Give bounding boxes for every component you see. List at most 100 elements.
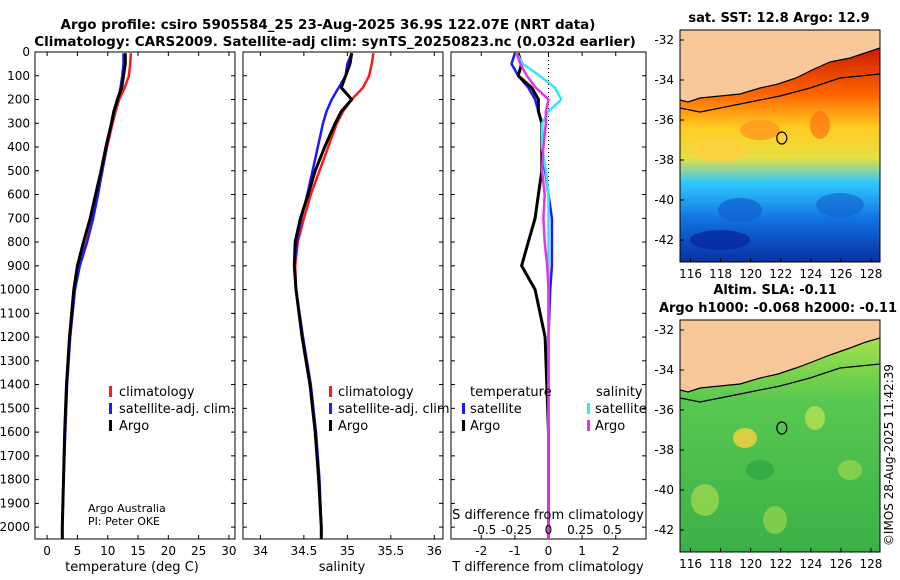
depth-tick-label: 1400 <box>0 378 30 392</box>
depth-tick-label: 1100 <box>0 306 30 320</box>
lon-tick-label: 128 <box>860 267 883 281</box>
legend-argo-swatch <box>109 420 112 431</box>
salinity-panel: 34 34.5 35 35.5 36 salinity climatology sate… <box>242 51 454 575</box>
legend-temp-argo-swatch <box>462 420 465 431</box>
temperature-x-label: temperature (deg C) <box>65 560 199 575</box>
legend-satellite-label: satellite-adj. clim. <box>119 402 235 417</box>
lat-tick-label: -32 <box>654 323 674 337</box>
sst-map-frame <box>679 29 881 263</box>
sla-positive-anomaly <box>733 428 757 448</box>
difference-panel: -2 -1 0 1 2 S difference from climatology -0… <box>450 51 647 575</box>
sst-warm-eddy <box>810 111 830 139</box>
s-difference-tick-label: 0.5 <box>603 523 622 537</box>
sst-cold-patch <box>690 230 750 250</box>
salinity-x-label: salinity <box>319 560 366 575</box>
sst-map-title: sat. SST: 12.8 Argo: 12.9 <box>688 11 869 26</box>
legend-temperature-heading: temperature <box>470 385 552 400</box>
lon-tick-label: 128 <box>860 557 883 571</box>
legend-salinity-heading: salinity <box>596 385 643 400</box>
lon-tick-label: 124 <box>799 557 822 571</box>
temperature-axes-frame <box>34 51 236 540</box>
salinity-legend: climatology satellite-adj. clim. Argo <box>329 385 454 434</box>
x-tick-label: 34.5 <box>291 544 318 558</box>
x-tick-label: 20 <box>161 544 176 558</box>
depth-tick-label: 600 <box>7 188 30 202</box>
series-line-argo <box>60 53 127 539</box>
depth-tick-label: 900 <box>7 259 30 273</box>
lon-tick-label: 116 <box>679 267 702 281</box>
series-line-argo <box>292 52 354 539</box>
lat-tick-label: -42 <box>654 523 674 537</box>
x-tick-label: -2 <box>475 544 487 558</box>
lon-tick-label: 122 <box>769 267 792 281</box>
depth-tick-label: 1800 <box>0 473 30 487</box>
imos-credit: ©IMOS 28-Aug-2025 11:42:39 <box>882 364 896 546</box>
depth-tick-label: 200 <box>7 93 30 107</box>
temperature-panel: 0100200300400500600700800900100011001200… <box>0 45 237 575</box>
x-tick-label: 10 <box>100 544 115 558</box>
sla-positive-anomaly <box>763 506 787 534</box>
lat-tick-label: -38 <box>654 153 674 167</box>
sla-coastline <box>680 337 880 393</box>
depth-tick-label: 1500 <box>0 401 30 415</box>
depth-tick-label: 800 <box>7 235 30 249</box>
legend-temp-satellite-label: satellite <box>470 402 522 417</box>
lon-tick-label: 124 <box>799 267 822 281</box>
legend-climatology-label: climatology <box>119 385 195 400</box>
lat-tick-label: -42 <box>654 233 674 247</box>
depth-tick-label: 500 <box>7 164 30 178</box>
legend-argo-label: Argo <box>119 419 149 434</box>
depth-tick-label: 1000 <box>0 283 30 297</box>
sla-positive-anomaly <box>838 460 862 480</box>
depth-tick-label: 100 <box>7 69 30 83</box>
x-tick-label: 25 <box>191 544 206 558</box>
legend-argo-swatch <box>329 420 332 431</box>
s-difference-tick-label: -0.5 <box>473 523 496 537</box>
lat-tick-label: -34 <box>654 363 674 377</box>
depth-tick-label: 1700 <box>0 449 30 463</box>
sst-coastline <box>680 47 880 103</box>
legend-sal-satellite-label: satellite <box>595 402 647 417</box>
x-tick-label: 0 <box>545 544 553 558</box>
legend-argo-label: Argo <box>338 419 368 434</box>
lat-tick-label: -40 <box>654 483 674 497</box>
sla-map-panel: Altim. SLA: -0.11 Argo h1000: -0.068 h20… <box>654 283 897 571</box>
lon-tick-label: 118 <box>709 267 732 281</box>
sla-positive-anomaly <box>691 484 719 516</box>
lon-tick-label: 122 <box>769 557 792 571</box>
sla-map-title-line1: Altim. SLA: -0.11 <box>713 283 836 298</box>
lon-tick-label: 116 <box>679 557 702 571</box>
x-tick-label: 5 <box>74 544 82 558</box>
credit-argo-australia: Argo Australia <box>88 502 166 515</box>
difference-legend: temperature satellite Argo salinity sate… <box>462 385 647 434</box>
sst-float-marker <box>776 131 788 145</box>
s-difference-tick-label: 0.25 <box>567 523 594 537</box>
legend-temp-satellite-swatch <box>462 403 465 414</box>
temperature-legend: climatology satellite-adj. clim. Argo <box>109 385 235 434</box>
x-tick-label: 15 <box>130 544 145 558</box>
x-tick-label: -1 <box>509 544 521 558</box>
depth-tick-label: 2000 <box>0 520 30 534</box>
sst-land-mass <box>680 30 880 102</box>
x-tick-label: 1 <box>578 544 586 558</box>
legend-sal-satellite-swatch <box>587 403 590 414</box>
lat-tick-label: -32 <box>654 33 674 47</box>
depth-tick-label: 300 <box>7 116 30 130</box>
x-tick-label: 35 <box>340 544 355 558</box>
legend-climatology-label: climatology <box>338 385 414 400</box>
depth-tick-label: 1600 <box>0 425 30 439</box>
sst-cold-patch <box>816 193 864 217</box>
legend-climatology-swatch <box>329 386 332 397</box>
legend-sal-argo-label: Argo <box>595 419 625 434</box>
t-difference-label: T difference from climatology <box>451 560 644 575</box>
legend-climatology-swatch <box>109 386 112 397</box>
lon-tick-label: 120 <box>739 557 762 571</box>
s-difference-tick-label: 0 <box>545 523 553 537</box>
depth-tick-label: 1300 <box>0 354 30 368</box>
credit-pi: PI: Peter OKE <box>88 515 160 528</box>
lat-tick-label: -36 <box>654 403 674 417</box>
lon-tick-label: 120 <box>739 267 762 281</box>
x-tick-label: 35.5 <box>377 544 404 558</box>
sst-cold-patch <box>718 198 762 222</box>
